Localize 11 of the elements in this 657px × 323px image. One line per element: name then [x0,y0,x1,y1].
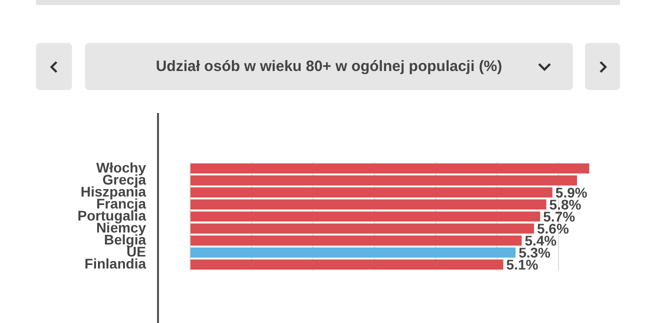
bar [190,235,522,246]
bar [190,199,546,210]
bar [190,223,534,234]
bar [190,163,590,174]
bar [190,248,516,258]
y-tick-label: Finlandia [84,255,146,272]
bar [190,211,540,222]
bar [190,175,577,186]
bar [190,260,504,270]
bar [190,187,552,198]
chart-title: Udział osób w wieku 80+ w ogólnej populacji (%) [156,58,502,75]
